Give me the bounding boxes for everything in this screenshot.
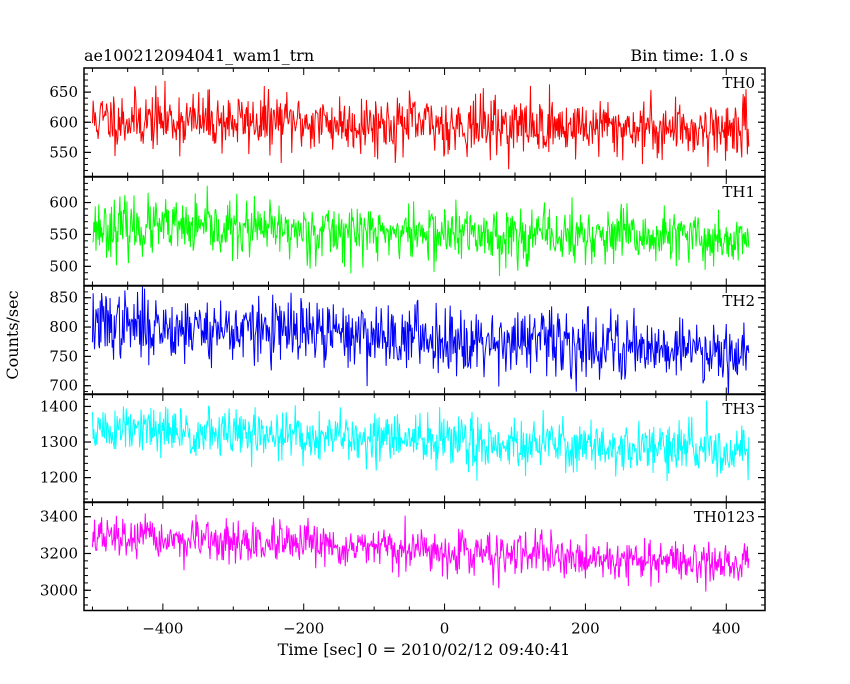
y-axis-label: Counts/sec (3, 290, 22, 379)
y-tick-label: 550 (49, 225, 78, 243)
y-tick-label: 600 (49, 113, 78, 131)
y-tick-label: 850 (49, 289, 78, 307)
y-tick-label: 800 (49, 318, 78, 336)
y-tick-label: 1400 (40, 397, 78, 415)
y-tick-label: 550 (49, 143, 78, 161)
panel-label-th0123: TH0123 (694, 508, 755, 526)
panel-label-th0: TH0 (722, 74, 755, 92)
x-tick-label: 200 (571, 620, 600, 638)
y-tick-label: 500 (49, 257, 78, 275)
panel-th0123: 3000 3200 3400 TH0123 (40, 501, 766, 612)
panel-label-th1: TH1 (722, 183, 755, 201)
y-tick-label: 750 (49, 347, 78, 365)
panel-label-th3: TH3 (722, 400, 755, 418)
x-tick-label: −200 (283, 620, 324, 638)
series-line-th3 (91, 400, 750, 481)
panel-th3: 1200 1300 1400 TH3 (40, 393, 766, 504)
series-line-th1 (92, 185, 750, 276)
y-tick-label: 700 (49, 377, 78, 395)
x-axis-label: Time [sec] 0 = 2010/02/12 09:40:41 (278, 640, 571, 659)
y-tick-label: 3000 (40, 581, 78, 599)
x-tick-label: −400 (142, 620, 183, 638)
y-tick-label: 1300 (40, 433, 78, 451)
y-tick-label: 1200 (40, 469, 78, 487)
y-tick-label: 600 (49, 194, 78, 212)
panel-th0: 550 600 650 TH0 (49, 67, 766, 178)
x-tick-label: 400 (712, 620, 741, 638)
series-line-th0 (91, 80, 750, 170)
x-tick-label: 0 (440, 620, 450, 638)
chart-title: ae100212094041_wam1_trn (84, 46, 314, 65)
series-line-th0123 (91, 513, 750, 592)
y-tick-label: 650 (49, 83, 78, 101)
panel-th1: 500 550 600 TH1 (49, 176, 766, 287)
series-line-th2 (91, 286, 750, 395)
panels-group: 550 600 650 TH0 500 550 600 TH1 700 750 800 850 TH2 1… (40, 67, 766, 638)
y-tick-label: 3200 (40, 544, 78, 562)
bin-time-label: Bin time: 1.0 s (630, 46, 748, 65)
y-tick-label: 3400 (40, 508, 78, 526)
panel-th2: 700 750 800 850 TH2 (49, 285, 766, 396)
panel-label-th2: TH2 (722, 292, 755, 310)
panel-frame (83, 501, 766, 612)
